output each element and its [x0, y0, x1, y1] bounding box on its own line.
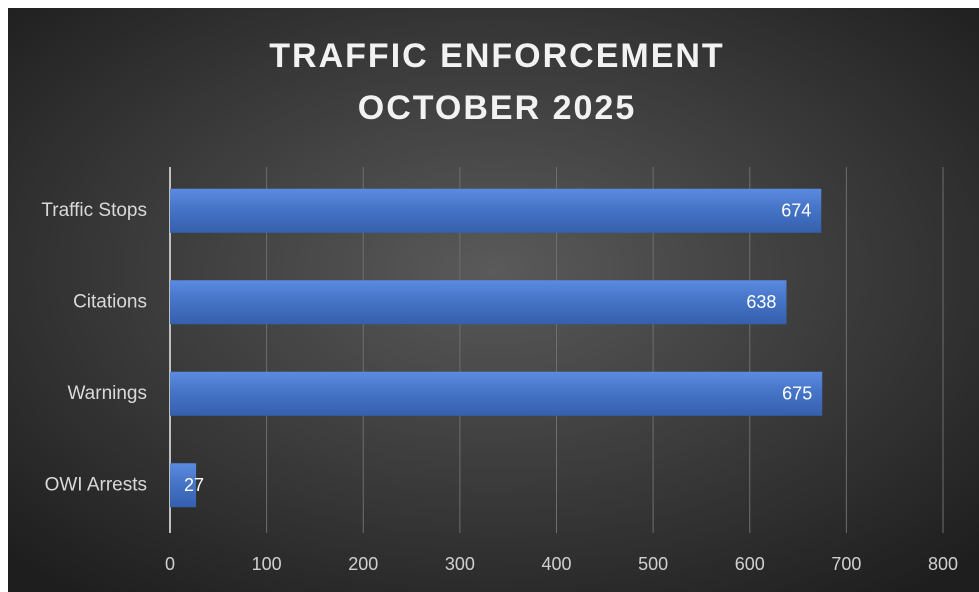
y-tick-label: Warnings	[67, 383, 147, 404]
bar	[170, 371, 823, 416]
y-tick-label: Traffic Stops	[41, 200, 147, 221]
x-tick-label: 600	[735, 554, 765, 574]
x-tick-label: 300	[445, 554, 475, 574]
bar	[170, 280, 787, 325]
x-tick-label: 400	[541, 554, 571, 574]
x-tick-label: 200	[348, 554, 378, 574]
chart-title: OCTOBER 2025	[358, 89, 636, 127]
x-tick-label: 500	[638, 554, 668, 574]
bar	[170, 188, 822, 233]
x-tick-label: 800	[928, 554, 958, 574]
x-tick-label: 0	[165, 554, 175, 574]
data-label: 674	[781, 201, 811, 221]
x-tick-label: 700	[831, 554, 861, 574]
x-tick-label: 100	[252, 554, 282, 574]
data-label: 638	[746, 292, 776, 312]
chart-title: TRAFFIC ENFORCEMENT	[269, 37, 724, 75]
y-tick-label: Citations	[73, 291, 147, 312]
bar	[170, 463, 197, 508]
data-label: 27	[184, 475, 204, 495]
y-tick-label: OWI Arrests	[45, 474, 147, 495]
data-label: 675	[782, 384, 812, 404]
